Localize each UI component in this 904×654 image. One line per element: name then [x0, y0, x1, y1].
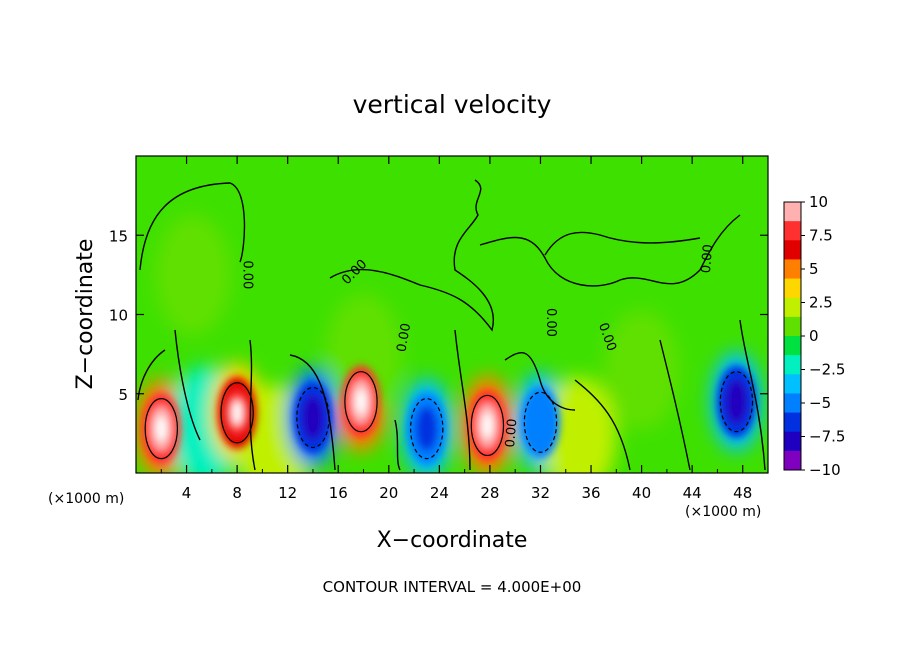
x-axis-label: X−coordinate — [377, 528, 528, 553]
colorbar-swatch — [784, 374, 801, 394]
colorbar-swatch — [784, 297, 801, 318]
field-core — [415, 406, 438, 452]
field-peak — [355, 389, 367, 415]
colorbar-tick-label: 10 — [809, 193, 828, 211]
contour-ring — [523, 391, 558, 453]
colorbar-tick-label: −10 — [809, 461, 841, 479]
colorbar-swatch — [784, 316, 801, 337]
contour-interval-footer: CONTOUR INTERVAL = 4.000E+00 — [323, 578, 582, 596]
colorbar-tick-label: −5 — [809, 394, 831, 412]
colorbar-swatch — [784, 278, 801, 299]
field-cell — [154, 214, 231, 335]
x-tick-label: 48 — [733, 484, 752, 502]
x-tick-label: 24 — [430, 484, 449, 502]
x-tick-label: 32 — [531, 484, 550, 502]
x-tick-label: 44 — [683, 484, 702, 502]
field-core — [725, 379, 748, 425]
field-cell — [603, 309, 680, 430]
contour-ring — [470, 394, 505, 457]
contour-ring — [410, 398, 444, 460]
colorbar-tick-label: 7.5 — [809, 227, 833, 245]
colorbar-swatch — [784, 393, 801, 414]
chart-title: vertical velocity — [353, 90, 552, 119]
y-tick-label: 5 — [118, 386, 128, 404]
x-tick-label: 8 — [232, 484, 242, 502]
colorbar-swatch — [784, 221, 801, 241]
x-unit-right: (×1000 m) — [685, 504, 761, 520]
field-peak — [156, 416, 167, 442]
y-tick-label: 15 — [109, 227, 128, 245]
contour-label: 0.00 — [503, 418, 520, 448]
colorbar-swatch — [784, 259, 801, 280]
colorbar: 10 7.5 5 2.5 0 −2.5 −5 −7.5 −10 — [783, 193, 845, 479]
colorbar-swatch — [784, 412, 801, 433]
field-peak — [231, 400, 243, 426]
contour-ring — [220, 382, 254, 444]
field-core — [529, 399, 552, 445]
x-tick-label: 36 — [581, 484, 600, 502]
x-tick-label: 28 — [480, 484, 499, 502]
plot-area: 0.00 0.000.000.000.00 0.000.00 — [136, 156, 768, 473]
x-tick-label: 40 — [632, 484, 651, 502]
velocity-cores — [141, 365, 756, 465]
x-tick-label: 20 — [379, 484, 398, 502]
contour-label: 0.00 — [699, 244, 716, 274]
x-tick-label: 16 — [329, 484, 348, 502]
contour-label: 0.00 — [543, 308, 558, 337]
contour-label: 0.00 — [394, 322, 414, 353]
colorbar-swatch — [784, 202, 801, 222]
y-tick-label: 10 — [109, 307, 128, 325]
contour-ring — [144, 398, 179, 460]
colorbar-swatch — [784, 355, 801, 375]
colorbar-tick-label: 5 — [809, 260, 819, 278]
colorbar-tick-label: 0 — [809, 327, 819, 345]
colorbar-tick-label: 2.5 — [809, 294, 833, 312]
colorbar-swatch — [784, 240, 801, 260]
x-unit-left: (×1000 m) — [48, 491, 124, 507]
field-peak — [482, 412, 493, 438]
zero-contour-upper — [139, 179, 741, 332]
y-axis-label: Z−coordinate — [73, 239, 98, 390]
contour-ring — [719, 371, 754, 433]
x-tick-label: 12 — [278, 484, 297, 502]
colorbar-swatch — [784, 431, 801, 452]
y-axis: 5 10 15 — [109, 227, 768, 404]
field-core — [302, 395, 324, 441]
x-axis: 4 8 12 16 20 24 28 32 36 40 44 48 — [160, 156, 752, 502]
contour-ring — [296, 386, 330, 449]
colorbar-swatch — [784, 450, 801, 471]
contour-label: 0.00 — [239, 260, 254, 289]
colorbar-tick-label: −7.5 — [809, 428, 845, 446]
colorbar-tick-label: −2.5 — [809, 361, 845, 379]
x-tick-label: 4 — [182, 484, 192, 502]
contour-ring — [344, 371, 378, 433]
zero-contour-lower — [137, 319, 766, 471]
colorbar-swatch — [784, 336, 801, 356]
